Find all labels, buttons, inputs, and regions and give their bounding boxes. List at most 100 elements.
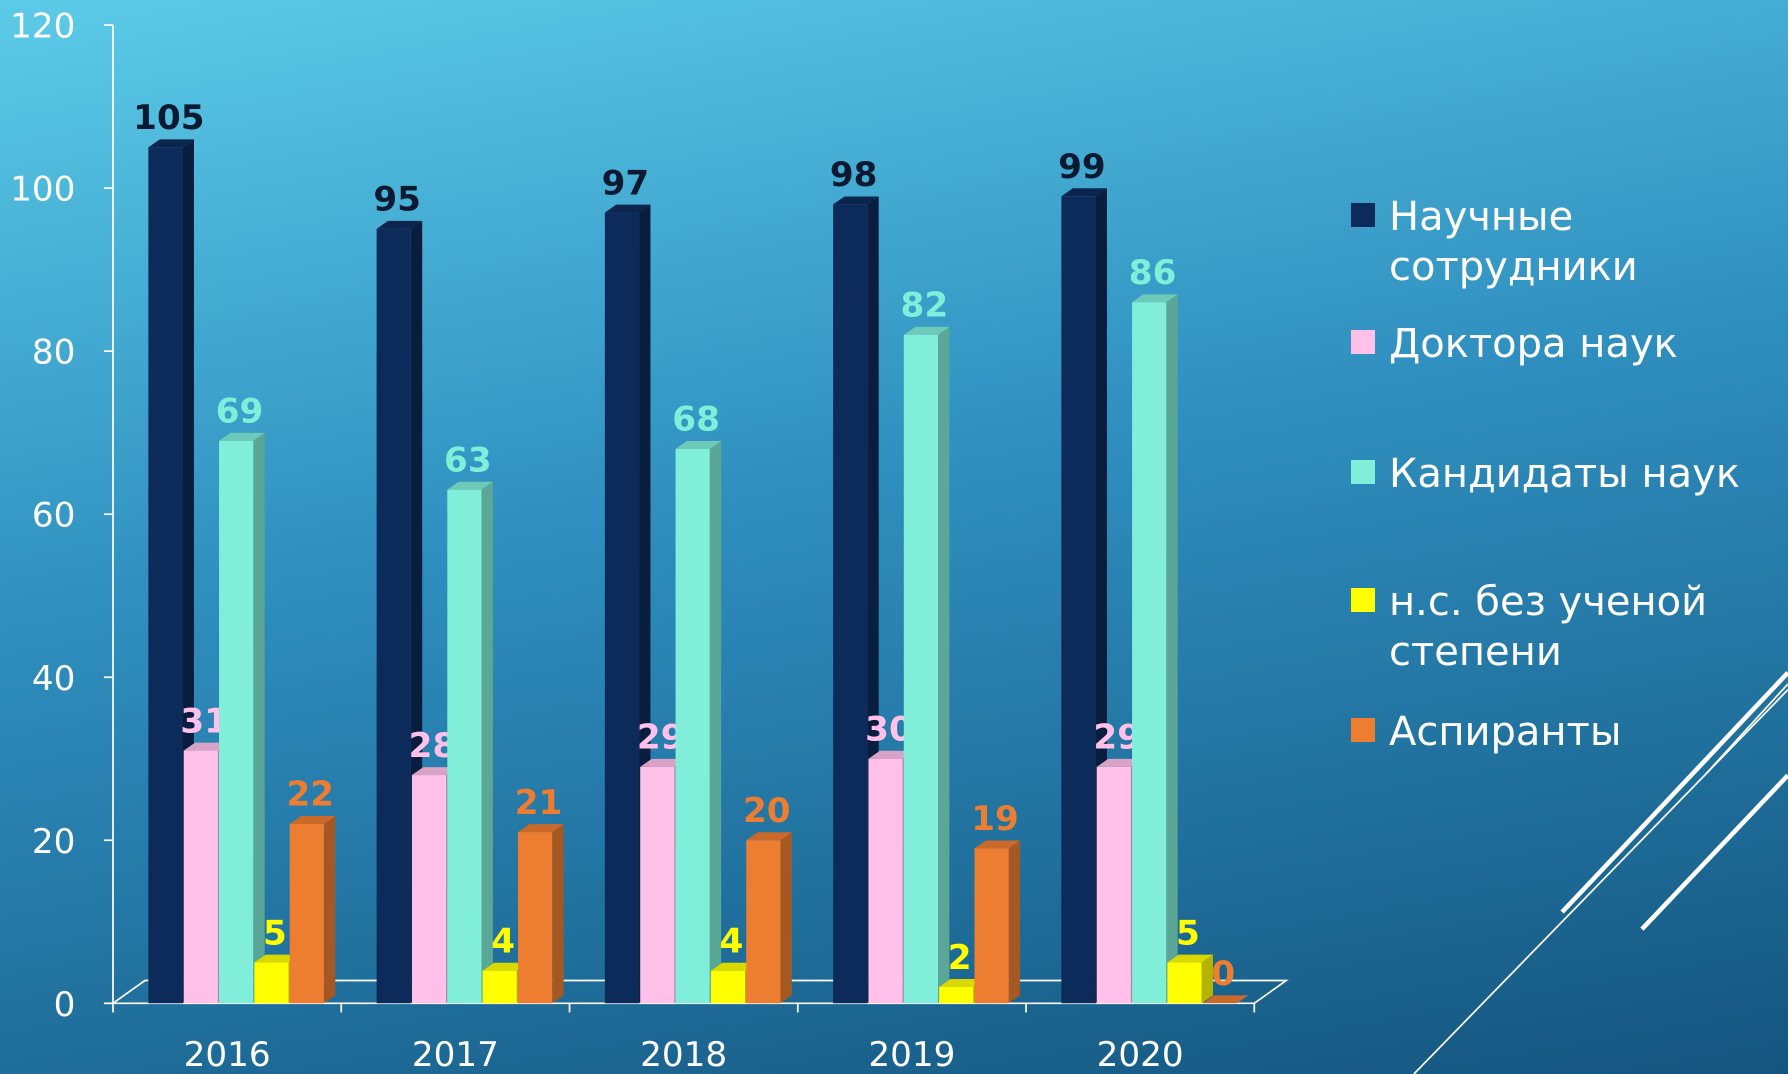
bar xyxy=(517,824,564,1004)
data-label: 82 xyxy=(901,286,949,326)
bar-top xyxy=(1096,758,1143,767)
bar-top xyxy=(183,742,230,751)
bar-front xyxy=(939,987,974,1004)
bar-front xyxy=(640,766,675,1004)
y-tick-label: 80 xyxy=(32,333,76,373)
bar-front xyxy=(517,832,553,1004)
data-label: 5 xyxy=(263,913,287,953)
bar-front xyxy=(833,204,868,1004)
bar-front xyxy=(289,823,324,1004)
bar-top xyxy=(289,815,336,824)
bar-front xyxy=(675,448,710,1004)
bar-front xyxy=(746,840,781,1004)
data-label: 97 xyxy=(602,163,650,203)
bar-side xyxy=(1166,294,1178,1004)
decoration xyxy=(1413,671,1788,1074)
legend-swatch xyxy=(1351,202,1375,227)
data-label: 20 xyxy=(743,791,791,831)
legend: Научные сотрудники Доктора наук Кандидаты … xyxy=(1351,0,1781,1074)
data-label: 98 xyxy=(830,155,878,195)
bar xyxy=(447,481,493,1004)
bar xyxy=(675,441,722,1004)
bar-front xyxy=(1167,962,1202,1004)
x-tick-label: 2016 xyxy=(184,1035,271,1074)
bar xyxy=(376,220,423,1004)
bar-top xyxy=(517,824,564,833)
legend-swatch xyxy=(1351,587,1375,612)
bar-side xyxy=(253,432,265,1004)
bar-top xyxy=(376,220,423,229)
legend-entry: Аспиранты xyxy=(1351,707,1781,757)
bar-front xyxy=(219,440,254,1004)
bar-top xyxy=(1167,954,1214,963)
bar-front xyxy=(1096,766,1131,1004)
data-label: 68 xyxy=(672,400,720,440)
y-tick-label: 120 xyxy=(10,7,75,47)
bar-top xyxy=(675,441,722,449)
data-label: 21 xyxy=(515,783,563,823)
data-label: 2 xyxy=(948,938,972,978)
y-tick-label: 100 xyxy=(10,170,75,210)
bar-top xyxy=(974,840,1021,849)
x-tick-label: 2018 xyxy=(640,1035,727,1074)
bar-side xyxy=(481,481,493,1004)
bar-top xyxy=(640,758,686,767)
data-label: 95 xyxy=(373,180,421,220)
bar xyxy=(903,326,950,1004)
bar-top xyxy=(903,326,950,335)
legend-label: Научные сотрудники xyxy=(1389,193,1638,290)
bar-front xyxy=(183,750,218,1004)
bar-top xyxy=(604,204,651,213)
bar-top xyxy=(746,832,792,841)
bar-front xyxy=(604,212,640,1004)
x-tick-label: 2019 xyxy=(868,1035,955,1074)
data-label: 19 xyxy=(971,799,1019,839)
data-label: 22 xyxy=(286,775,334,815)
bar xyxy=(1167,954,1214,1004)
bar xyxy=(974,840,1021,1004)
legend-label: н.с. без ученой степени xyxy=(1389,578,1708,675)
bar-front xyxy=(411,775,447,1004)
bar-top xyxy=(254,954,300,963)
bar-front xyxy=(447,489,482,1004)
bar-front xyxy=(254,962,289,1004)
legend-entry: Доктора наук xyxy=(1351,319,1781,369)
bar xyxy=(1132,294,1178,1004)
bar-side xyxy=(323,815,336,1004)
bar-side xyxy=(938,326,950,1004)
legend-swatch xyxy=(1351,717,1375,742)
legend-swatch xyxy=(1351,460,1375,485)
legend-label: Доктора наук xyxy=(1389,321,1678,368)
legend-entry: н.с. без ученой степени xyxy=(1351,577,1781,677)
bar-top xyxy=(833,196,879,205)
legend-label: Аспиранты xyxy=(1389,708,1622,755)
bar-top xyxy=(411,767,458,776)
bar-top xyxy=(447,481,493,490)
bar-top xyxy=(1202,995,1249,1004)
bar-front xyxy=(148,147,183,1004)
bar-top xyxy=(148,139,194,148)
data-label: 0 xyxy=(1211,954,1235,994)
bar-side xyxy=(709,441,722,1004)
data-label: 5 xyxy=(1176,913,1200,953)
bar-side xyxy=(552,824,564,1004)
legend-label: Кандидаты наук xyxy=(1389,451,1740,498)
x-tick-label: 2020 xyxy=(1097,1035,1184,1074)
data-label: 86 xyxy=(1129,253,1177,293)
bar xyxy=(746,832,792,1004)
legend-entry: Научные сотрудники xyxy=(1351,192,1781,292)
y-tick-label: 40 xyxy=(32,659,76,699)
bar-front xyxy=(868,758,903,1004)
bar xyxy=(604,204,651,1004)
y-tick-label: 0 xyxy=(54,985,76,1025)
data-label: 99 xyxy=(1058,147,1106,187)
bar-top xyxy=(219,432,265,441)
y-tick-label: 60 xyxy=(32,496,76,536)
data-label: 105 xyxy=(133,98,204,138)
bar-side xyxy=(780,832,792,1004)
legend-entry: Кандидаты наук xyxy=(1351,449,1781,499)
bar xyxy=(1202,995,1249,1004)
bar-side xyxy=(1008,840,1021,1004)
